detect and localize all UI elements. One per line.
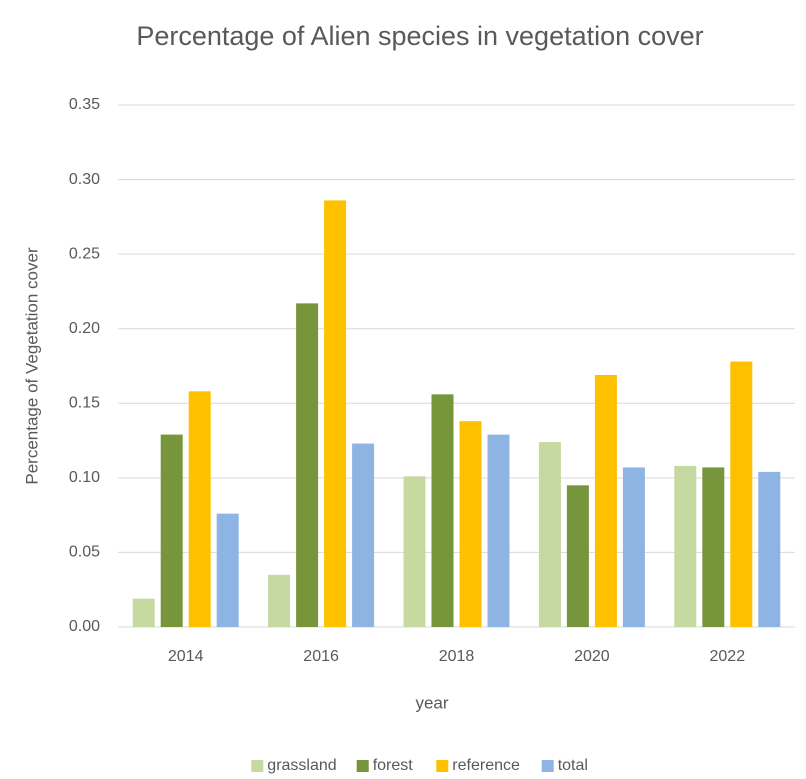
- bar: [758, 471, 781, 627]
- x-tick-label: 2020: [574, 648, 610, 665]
- bar: [594, 374, 617, 627]
- y-axis-title: Percentage of Vegetation cover: [22, 247, 41, 485]
- x-tick-label: 2018: [439, 648, 475, 665]
- bar: [431, 394, 454, 627]
- x-tick-label: 2022: [710, 648, 746, 665]
- y-tick-label: 0.05: [69, 544, 100, 561]
- legend-label: forest: [373, 757, 414, 774]
- bar: [622, 467, 645, 627]
- legend-swatch: [436, 760, 449, 772]
- y-tick-label: 0.30: [69, 171, 100, 188]
- y-tick-label: 0.20: [69, 320, 100, 337]
- bar: [674, 465, 697, 627]
- bar: [487, 434, 510, 627]
- legend-swatch: [541, 760, 554, 772]
- y-tick-label: 0.10: [69, 469, 100, 486]
- bar: [216, 513, 239, 627]
- y-tick-label: 0.00: [69, 618, 100, 635]
- bar: [352, 443, 375, 627]
- legend-label: grassland: [267, 757, 336, 774]
- bar: [730, 361, 753, 627]
- legend-label: reference: [452, 757, 520, 774]
- y-tick-label: 0.35: [69, 96, 100, 113]
- bar: [188, 391, 211, 627]
- bar: [538, 442, 561, 627]
- bar: [132, 598, 155, 627]
- bar: [268, 574, 291, 627]
- bar: [296, 303, 319, 627]
- legend-label: total: [558, 757, 588, 774]
- bar: [324, 200, 347, 628]
- bar: [160, 434, 183, 627]
- chart-title: Percentage of Alien species in vegetatio…: [136, 21, 703, 51]
- y-tick-label: 0.15: [69, 395, 100, 412]
- bar: [459, 421, 482, 627]
- x-tick-label: 2016: [303, 648, 339, 665]
- bar: [403, 476, 426, 627]
- legend-swatch: [251, 760, 264, 772]
- x-axis-title: year: [415, 693, 448, 712]
- bar: [566, 485, 589, 627]
- x-tick-label: 2014: [168, 648, 204, 665]
- bar: [702, 467, 725, 627]
- legend-swatch: [356, 760, 369, 772]
- y-tick-label: 0.25: [69, 245, 100, 262]
